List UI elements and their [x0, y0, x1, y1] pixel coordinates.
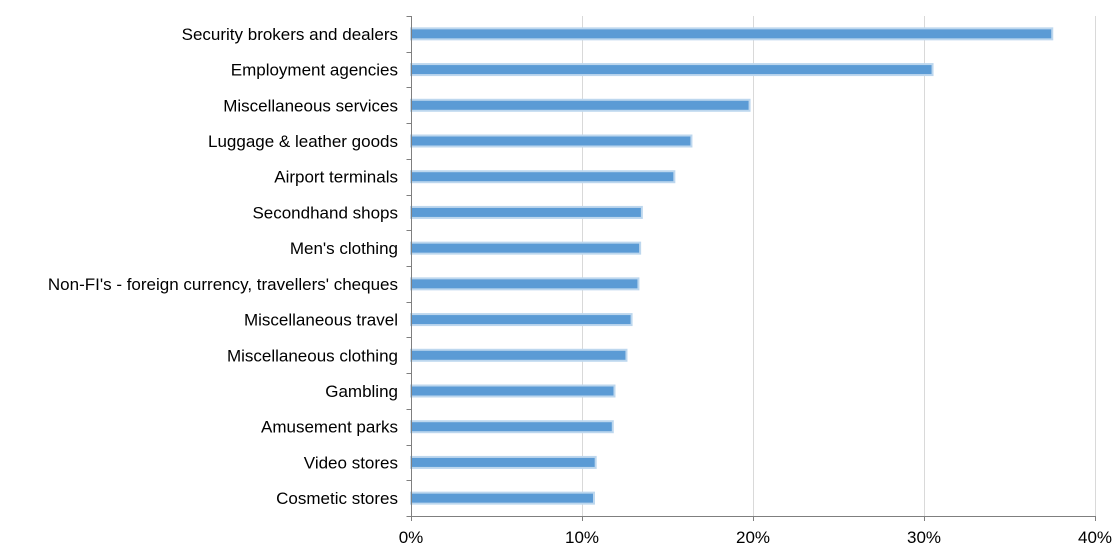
x-tick-label-4: 40%	[1078, 528, 1112, 546]
bar-3	[410, 98, 751, 112]
bar-11	[410, 384, 616, 398]
category-label-5: Airport terminals	[274, 168, 398, 187]
bar-2	[410, 63, 934, 77]
bar-8	[410, 277, 640, 291]
bar-1	[410, 27, 1054, 41]
category-label-2: Employment agencies	[231, 61, 398, 80]
bar-7	[410, 241, 642, 255]
x-tick-label-2: 20%	[736, 528, 770, 546]
bar-14	[410, 491, 595, 505]
bar-5	[410, 170, 676, 184]
x-tick-label-1: 10%	[565, 528, 599, 546]
bars	[410, 27, 1054, 505]
bar-10	[410, 348, 628, 362]
gridlines	[582, 16, 1096, 516]
axes	[406, 16, 1096, 521]
x-tick-label-3: 30%	[907, 528, 941, 546]
bar-13	[410, 455, 597, 469]
x-tick-label-0: 0%	[399, 528, 424, 546]
category-label-6: Secondhand shops	[252, 203, 398, 222]
labels: Security brokers and dealers Employment a…	[48, 25, 1112, 546]
category-label-8: Non-FI's - foreign currency, travellers'…	[48, 275, 398, 294]
category-label-3: Miscellaneous services	[223, 96, 398, 115]
category-label-10: Miscellaneous clothing	[227, 346, 398, 365]
category-label-13: Video stores	[304, 453, 398, 472]
category-label-1: Security brokers and dealers	[182, 25, 398, 44]
category-label-7: Men's clothing	[290, 239, 398, 258]
bar-6	[410, 205, 643, 219]
bar-12	[410, 420, 614, 434]
category-label-11: Gambling	[325, 382, 398, 401]
category-label-9: Miscellaneous travel	[244, 311, 398, 330]
category-label-14: Cosmetic stores	[276, 489, 398, 508]
category-label-4: Luggage & leather goods	[208, 132, 398, 151]
category-label-12: Amusement parks	[261, 418, 398, 437]
bar-9	[410, 313, 633, 327]
bar-4	[410, 134, 693, 148]
